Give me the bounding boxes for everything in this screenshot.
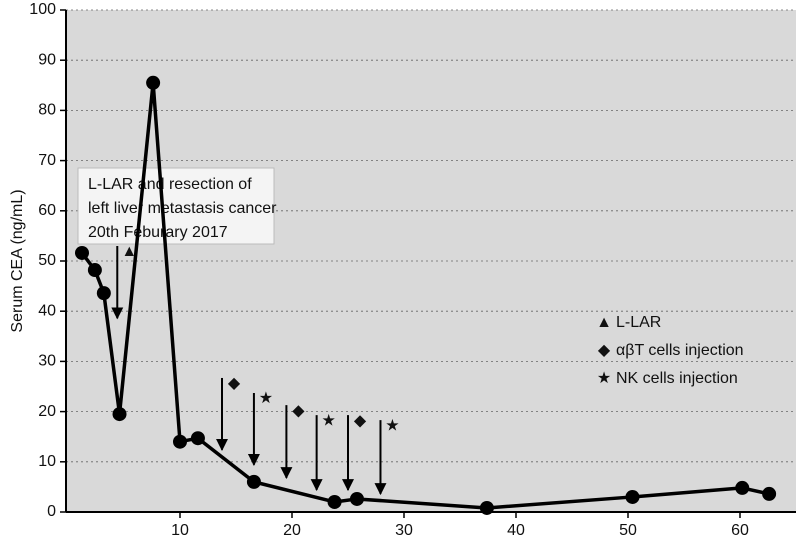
- x-tick-label: 60: [731, 522, 749, 539]
- data-point: [479, 500, 494, 515]
- data-point: [75, 245, 89, 260]
- annotation-text: 20th Feburary 2017: [88, 224, 228, 241]
- data-point: [146, 75, 161, 90]
- event-symbol: ▲: [121, 243, 137, 260]
- data-point: [735, 480, 750, 495]
- data-point: [625, 489, 640, 504]
- event-symbol: ◆: [292, 402, 305, 419]
- event-symbol: ★: [385, 417, 399, 434]
- y-tick-label: 40: [38, 302, 56, 319]
- event-symbol: ◆: [228, 375, 241, 392]
- y-tick-label: 30: [38, 353, 56, 370]
- legend-symbol: ◆: [598, 342, 611, 359]
- annotation-text: L-LAR and resection of: [88, 176, 252, 193]
- annotation-box: [77, 167, 275, 245]
- data-point: [349, 491, 364, 506]
- y-tick-label: 90: [38, 51, 56, 68]
- y-tick-label: 80: [38, 102, 56, 119]
- data-point: [327, 494, 342, 509]
- y-tick-label: 0: [47, 503, 56, 520]
- legend-label: NK cells injection: [616, 370, 738, 387]
- data-point: [112, 407, 127, 422]
- y-tick-label: 60: [38, 202, 56, 219]
- x-tick-label: 40: [507, 522, 525, 539]
- x-tick-label: 20: [283, 522, 301, 539]
- x-tick-label: 30: [395, 522, 413, 539]
- event-symbol: ★: [259, 390, 273, 407]
- event-symbol: ◆: [354, 412, 367, 429]
- legend-symbol: ▲: [596, 314, 612, 331]
- y-tick-label: 70: [38, 152, 56, 169]
- data-point: [173, 434, 187, 449]
- x-tick-label: 50: [619, 522, 637, 539]
- y-tick-label: 50: [38, 252, 56, 269]
- data-point: [246, 474, 261, 489]
- legend-label: L-LAR: [616, 314, 661, 331]
- data-point: [762, 486, 777, 501]
- y-tick-label: 100: [29, 1, 56, 18]
- event-symbol: ★: [321, 412, 335, 429]
- data-line: [80, 81, 770, 510]
- legend-symbol: ★: [597, 370, 611, 387]
- data-point: [87, 263, 102, 278]
- legend-label: αβT cells injection: [616, 342, 744, 359]
- y-tick-label: 10: [38, 453, 56, 470]
- x-tick-label: 10: [171, 522, 189, 539]
- y-axis-label: Serum CEA (ng/mL): [9, 189, 26, 332]
- data-point: [96, 286, 111, 301]
- data-point: [190, 431, 205, 446]
- annotation-text: left liver metastasis cancer: [88, 200, 277, 217]
- y-tick-label: 20: [38, 403, 56, 420]
